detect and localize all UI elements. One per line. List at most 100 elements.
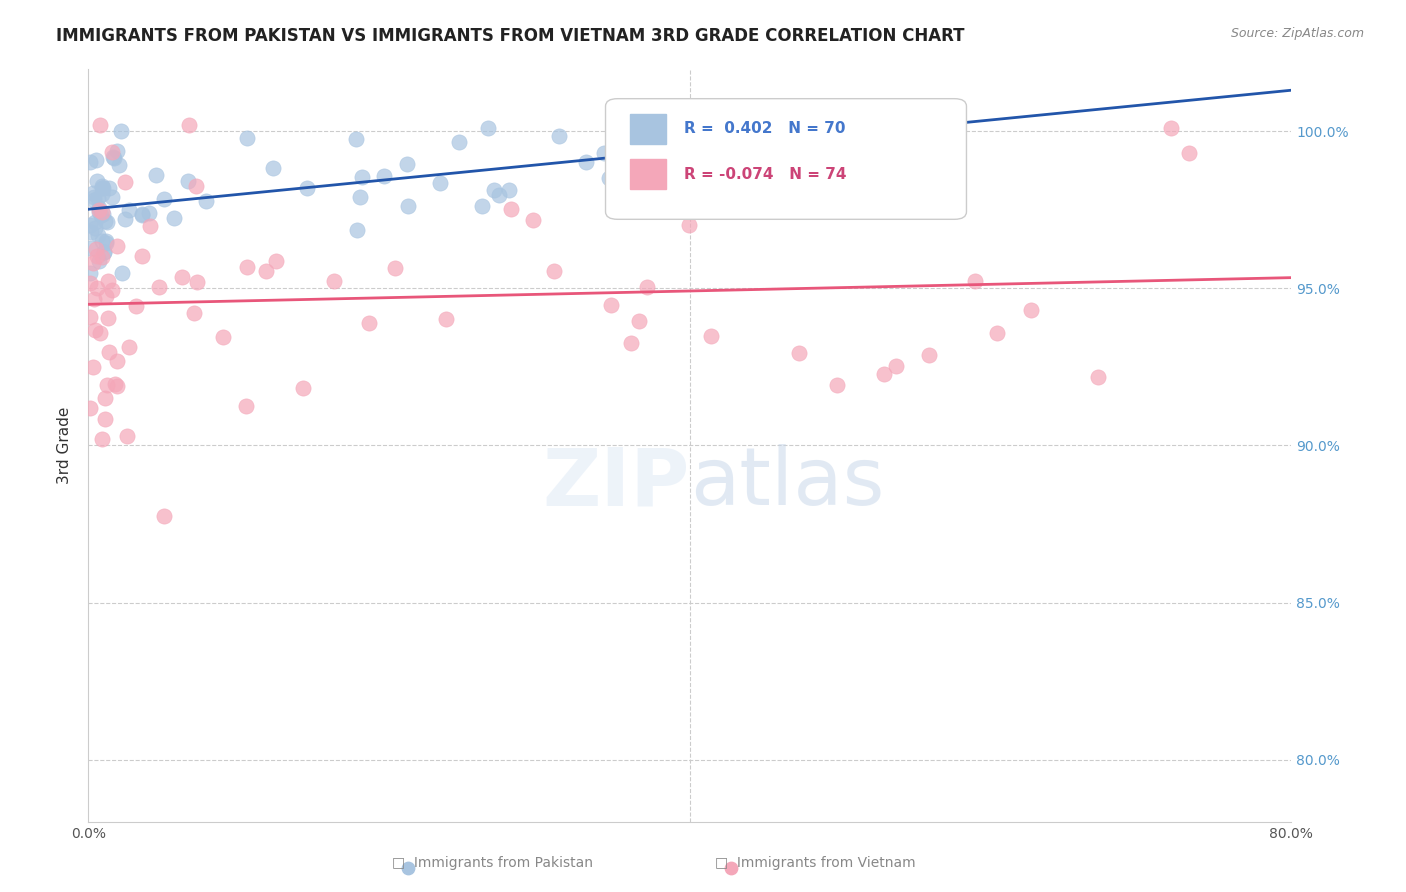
- Point: [79, 155, 101, 169]
- Point: [254, 264, 277, 278]
- Point: [125, 300, 148, 314]
- Point: [344, 131, 367, 145]
- Point: [101, 283, 124, 297]
- Point: [91, 181, 114, 195]
- Point: [236, 131, 259, 145]
- Point: [548, 129, 571, 144]
- Point: [110, 124, 132, 138]
- Point: [449, 135, 471, 149]
- Point: [84, 220, 107, 235]
- Point: [787, 346, 810, 360]
- Point: [170, 269, 193, 284]
- Point: [86, 281, 108, 295]
- Point: [94, 412, 117, 426]
- Point: [163, 211, 186, 225]
- Point: [1087, 369, 1109, 384]
- Point: [101, 189, 124, 203]
- Point: [352, 169, 374, 184]
- Point: [177, 118, 200, 132]
- Point: [79, 266, 101, 280]
- Text: ZIP: ZIP: [543, 444, 690, 522]
- Point: [108, 158, 131, 172]
- Bar: [630, 159, 665, 189]
- Point: [297, 181, 319, 195]
- Point: [82, 360, 104, 375]
- Point: [488, 187, 510, 202]
- Point: [873, 367, 896, 381]
- Point: [621, 196, 644, 211]
- Point: [96, 378, 118, 392]
- Point: [84, 153, 107, 167]
- Point: [80, 225, 103, 239]
- Point: [114, 175, 136, 189]
- Point: [105, 238, 128, 252]
- Point: [429, 176, 451, 190]
- Point: [96, 215, 118, 229]
- Point: [90, 207, 112, 221]
- Point: [543, 264, 565, 278]
- Point: [1019, 302, 1042, 317]
- FancyBboxPatch shape: [606, 99, 966, 219]
- Point: [90, 234, 112, 248]
- Point: [636, 280, 658, 294]
- Point: [87, 201, 110, 215]
- Point: [396, 861, 419, 875]
- Point: [359, 316, 381, 330]
- Point: [482, 183, 505, 197]
- Point: [720, 861, 742, 875]
- Point: [118, 203, 141, 218]
- Point: [322, 273, 344, 287]
- Point: [131, 208, 153, 222]
- Point: [628, 314, 651, 328]
- Point: [522, 213, 544, 227]
- Point: [90, 250, 112, 264]
- Point: [89, 118, 111, 132]
- Point: [82, 186, 104, 200]
- Point: [111, 266, 134, 280]
- Point: [87, 227, 110, 242]
- Point: [94, 235, 117, 250]
- Text: Source: ZipAtlas.com: Source: ZipAtlas.com: [1230, 27, 1364, 40]
- Point: [153, 192, 176, 206]
- Point: [91, 206, 114, 220]
- Text: □  Immigrants from Vietnam: □ Immigrants from Vietnam: [716, 855, 915, 870]
- Point: [115, 429, 138, 443]
- Point: [79, 218, 101, 232]
- Point: [349, 190, 371, 204]
- Point: [138, 206, 160, 220]
- Point: [477, 121, 499, 136]
- Point: [262, 161, 284, 176]
- Point: [598, 171, 620, 186]
- Point: [105, 144, 128, 158]
- Point: [79, 241, 101, 255]
- Point: [103, 151, 125, 165]
- Point: [177, 174, 200, 188]
- Point: [373, 169, 395, 183]
- Point: [884, 359, 907, 373]
- Point: [183, 306, 205, 320]
- Point: [101, 150, 124, 164]
- Point: [148, 279, 170, 293]
- Point: [90, 204, 112, 219]
- Point: [105, 353, 128, 368]
- Point: [264, 253, 287, 268]
- Point: [139, 219, 162, 234]
- Point: [384, 260, 406, 275]
- Point: [97, 274, 120, 288]
- Text: R = -0.074   N = 74: R = -0.074 N = 74: [683, 167, 846, 182]
- Point: [236, 260, 259, 274]
- Point: [90, 432, 112, 446]
- Point: [83, 194, 105, 208]
- Point: [83, 292, 105, 306]
- Point: [986, 326, 1008, 341]
- Point: [100, 145, 122, 159]
- Point: [104, 377, 127, 392]
- Point: [593, 145, 616, 160]
- Point: [97, 345, 120, 359]
- Point: [91, 187, 114, 202]
- Point: [498, 183, 520, 197]
- Point: [94, 289, 117, 303]
- Point: [114, 211, 136, 226]
- Point: [86, 249, 108, 263]
- Bar: [630, 114, 665, 144]
